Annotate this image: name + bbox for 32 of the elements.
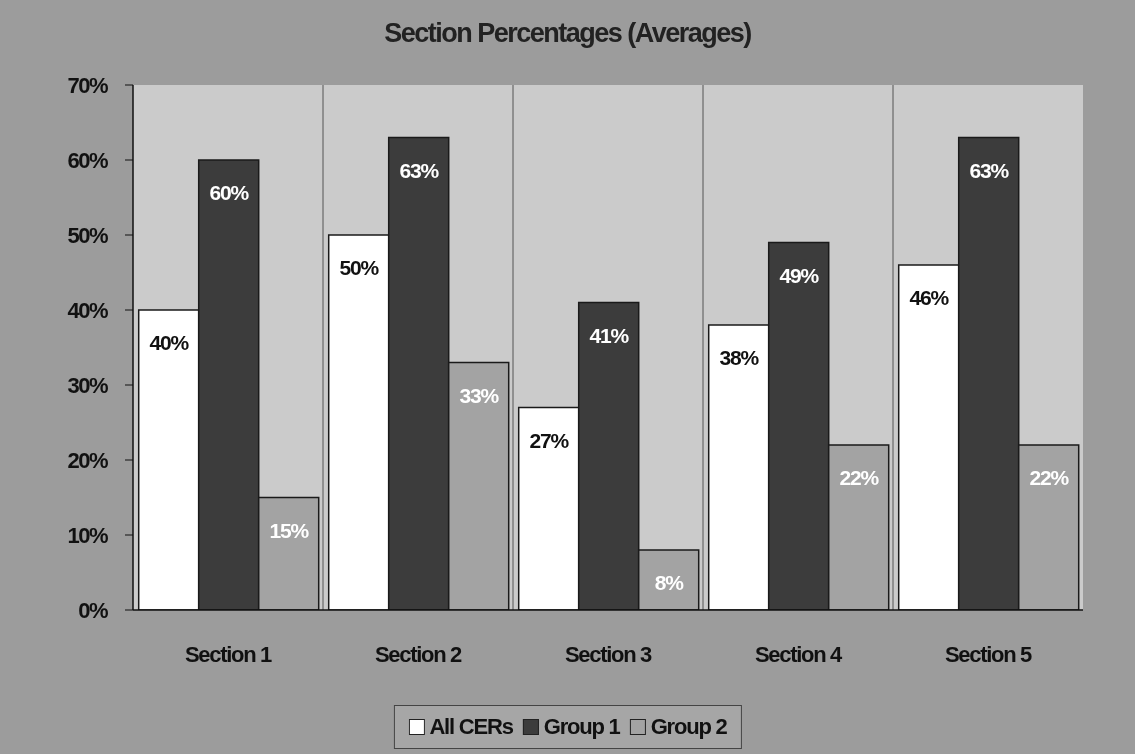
x-tick-label: Section 2	[374, 642, 463, 667]
data-label: 15%	[269, 518, 310, 542]
y-tick-label: 70%	[67, 72, 108, 98]
data-label: 63%	[399, 158, 440, 182]
y-tick-label: 50%	[67, 222, 108, 248]
y-tick-label: 10%	[67, 522, 108, 548]
x-tick-label: Section 4	[754, 642, 844, 667]
data-label: 40%	[149, 331, 190, 354]
data-label: 27%	[529, 428, 570, 452]
data-label: 50%	[339, 256, 380, 279]
y-tick-label: 0%	[78, 597, 108, 623]
y-tick-label: 30%	[67, 372, 108, 398]
chart-title: Section Percentages (Averages)	[383, 18, 752, 49]
data-label: 46%	[909, 286, 950, 309]
x-tick-label: Section 1	[184, 642, 273, 667]
legend-label: Group 2	[650, 714, 727, 740]
data-label: 38%	[719, 346, 760, 369]
x-tick-label: Section 3	[564, 642, 653, 667]
data-label: 33%	[459, 383, 500, 407]
data-label: 63%	[969, 158, 1010, 182]
data-label: 8%	[654, 571, 685, 594]
x-tick-label: Section 5	[944, 642, 1033, 667]
data-label: 49%	[779, 263, 820, 287]
data-label: 41%	[589, 323, 630, 347]
y-tick-label: 60%	[67, 147, 108, 173]
legend-label: Group 1	[543, 714, 620, 740]
data-label: 22%	[839, 466, 880, 489]
y-tick-label: 40%	[67, 297, 108, 323]
data-label: 60%	[209, 181, 250, 204]
y-tick-label: 20%	[67, 447, 108, 473]
legend-label: All CERs	[429, 714, 513, 740]
data-label: 22%	[1029, 466, 1070, 489]
